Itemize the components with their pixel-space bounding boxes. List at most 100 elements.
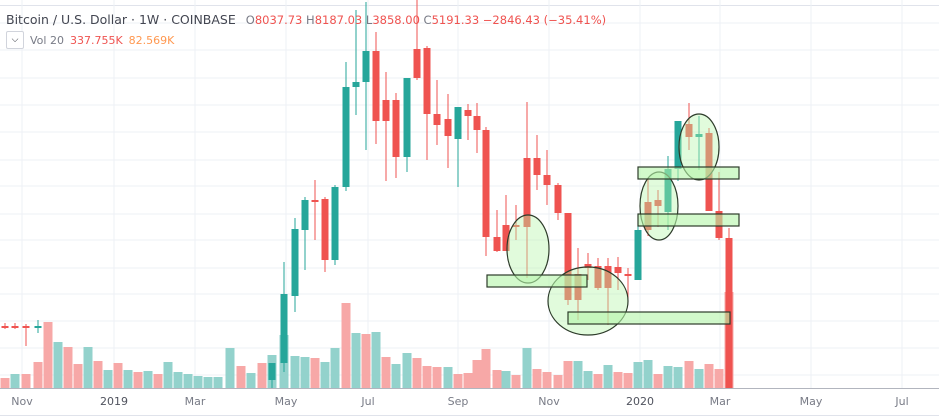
candle-body — [674, 121, 682, 169]
time-tick-label: Jul — [361, 395, 375, 408]
chevron-down-icon: ⌵ — [11, 35, 19, 45]
time-tick-label: Jul — [895, 395, 909, 408]
annotation-rectangle — [567, 311, 731, 325]
volume-bar — [663, 366, 673, 388]
volume-value: 337.755K — [69, 33, 123, 47]
volume-bar — [63, 347, 73, 388]
axis-divider — [0, 415, 939, 416]
volume-bar — [143, 371, 153, 388]
volume-bar — [0, 378, 10, 388]
volume-bar — [603, 365, 613, 388]
volume-bar — [511, 375, 521, 388]
candle-body — [268, 363, 276, 380]
volume-ma-value: 82.569K — [128, 33, 175, 47]
candle-body — [444, 119, 452, 136]
volume-bar — [21, 374, 31, 388]
collapse-legend-button[interactable]: ⌵ — [6, 31, 24, 49]
time-tick-label: May — [274, 395, 298, 408]
annotation-rectangle — [637, 166, 740, 180]
volume-bar — [361, 334, 371, 388]
volume-bar — [563, 361, 573, 388]
volume-bar — [472, 360, 482, 388]
candle-body — [331, 187, 339, 260]
volume-bar — [163, 362, 173, 388]
volume-bar — [123, 370, 133, 388]
drawing-annotations — [486, 113, 740, 336]
candle-body — [11, 326, 19, 328]
volume-bar — [501, 371, 511, 388]
time-axis[interactable]: Nov 2019 Mar May Jul Sep Nov 2020 Mar May Jul — [0, 388, 939, 415]
volume-bar — [673, 367, 683, 388]
candle-body — [464, 110, 472, 116]
time-tick-label: Nov — [538, 395, 560, 408]
open-value: 8037.73 — [254, 13, 303, 27]
volume-bar — [330, 348, 340, 388]
candle-body — [321, 199, 329, 260]
candle-body — [473, 116, 481, 130]
chart-grid — [0, 0, 939, 388]
volume-bar — [310, 358, 320, 388]
volume-label[interactable]: Vol 20 — [30, 33, 64, 47]
time-tick-label: Nov — [11, 395, 33, 408]
ohlc-values: O8037.73 H8187.03 L3858.00 C5191.33 −284… — [245, 13, 607, 27]
volume-bar — [583, 371, 593, 388]
volume-legend: ⌵ Vol 20 337.755K 82.569K — [6, 31, 174, 49]
toolbar-edge — [0, 0, 939, 6]
candle-body — [301, 200, 309, 230]
volume-bar — [371, 332, 381, 388]
time-tick-label: 2020 — [626, 395, 654, 408]
candle-body — [352, 82, 360, 87]
candle-body — [543, 175, 551, 185]
volume-bar — [193, 376, 203, 388]
candle-body — [624, 274, 632, 276]
candle-body — [413, 49, 421, 78]
candle-body — [614, 267, 622, 273]
candle-body — [512, 225, 520, 227]
volume-bar — [225, 348, 235, 388]
candlesticks — [1, 0, 733, 388]
volume-bar — [684, 361, 694, 388]
volume-bar — [694, 369, 704, 388]
candle-body — [403, 78, 411, 157]
volume-bar — [391, 364, 401, 388]
volume-bar — [173, 372, 183, 388]
time-tick-label: May — [799, 395, 823, 408]
time-tick-label: Mar — [184, 395, 206, 408]
volume-bar — [613, 372, 623, 388]
volume-bar — [623, 373, 633, 388]
candle-body — [423, 48, 431, 114]
candle-body — [311, 200, 319, 202]
volume-bar — [453, 374, 463, 388]
candle-body — [382, 100, 390, 121]
volume-bar — [103, 370, 113, 388]
candle-body — [604, 266, 612, 288]
price-chart-canvas[interactable] — [0, 0, 939, 388]
volume-bar — [653, 374, 663, 388]
candle-body — [564, 213, 572, 300]
candle-body — [362, 51, 370, 82]
candle-body — [34, 326, 42, 328]
symbol-title[interactable]: Bitcoin / U.S. Dollar · 1W · COINBASE — [6, 12, 236, 27]
annotation-rectangle — [486, 274, 588, 288]
volume-bar — [542, 372, 552, 388]
volume-bar — [213, 377, 223, 388]
volume-bar — [320, 362, 330, 388]
time-tick-label: Sep — [447, 395, 469, 408]
volume-bar — [153, 374, 163, 388]
volume-bar — [246, 373, 256, 388]
volume-bar — [381, 357, 391, 388]
candle-body — [454, 107, 462, 139]
volume-bar — [463, 373, 473, 388]
candle-body — [1, 326, 9, 328]
volume-bar — [351, 333, 361, 388]
volume-bar — [593, 374, 603, 388]
candle-body — [654, 200, 662, 206]
volume-bar — [704, 364, 714, 388]
volume-bar — [83, 347, 93, 388]
volume-bar — [412, 358, 422, 388]
candle-body — [533, 158, 541, 175]
candle-body — [584, 264, 592, 268]
annotation-ellipse — [678, 113, 720, 181]
volume-bar — [93, 361, 103, 388]
volume-bar — [43, 322, 53, 388]
